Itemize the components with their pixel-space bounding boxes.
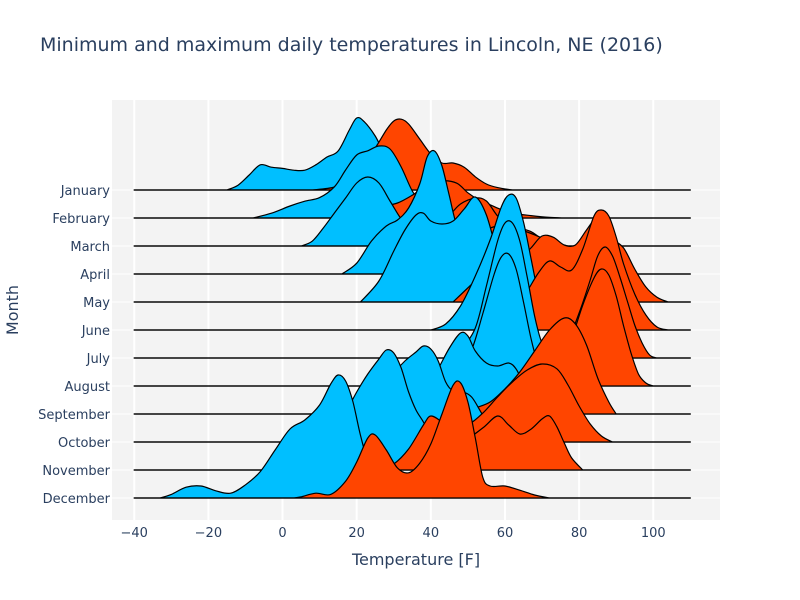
y-tick-label: September <box>38 408 111 423</box>
y-tick-label: October <box>58 436 111 451</box>
y-tick-label: January <box>60 184 111 199</box>
y-tick-label: May <box>83 296 110 311</box>
y-tick-label: June <box>81 324 110 339</box>
x-tick-label: 0 <box>278 526 286 541</box>
y-tick-label: December <box>43 492 111 507</box>
y-tick-label: August <box>65 380 111 395</box>
y-tick-label: April <box>80 268 110 283</box>
y-tick-label: March <box>70 240 110 255</box>
ridge-december <box>133 374 691 499</box>
x-tick-label: 80 <box>571 526 588 541</box>
x-tick-label: 60 <box>497 526 514 541</box>
ridge-max-november <box>133 415 691 471</box>
ridges <box>133 116 691 499</box>
y-tick-label: November <box>42 464 110 479</box>
x-axis-title: Temperature [F] <box>351 550 480 569</box>
x-tick-label: 40 <box>423 526 440 541</box>
x-tick-label: −20 <box>195 526 222 541</box>
x-tick-label: 20 <box>348 526 365 541</box>
x-axis-ticks: −40 −20 0 20 40 60 80 100 <box>121 526 666 541</box>
x-tick-label: 100 <box>641 526 666 541</box>
ridge-max-june <box>133 209 691 331</box>
y-axis-ticks: January February March April May June July Augu… <box>38 184 111 507</box>
ridge-min-july <box>133 220 691 359</box>
ridge-june <box>133 193 691 331</box>
chart-title: Minimum and maximum daily temperatures i… <box>40 34 663 56</box>
y-tick-label: February <box>52 212 110 227</box>
y-axis-title: Month <box>3 285 22 335</box>
ridge-max-december <box>133 380 691 499</box>
y-tick-label: July <box>86 352 111 367</box>
x-tick-label: −40 <box>121 526 148 541</box>
